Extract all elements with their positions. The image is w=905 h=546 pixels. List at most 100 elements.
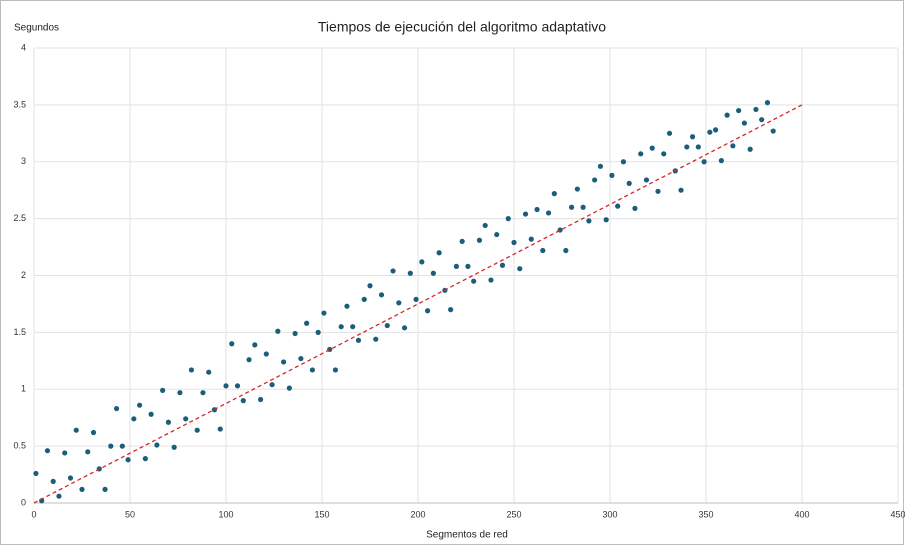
point: [56, 493, 62, 499]
point: [482, 222, 488, 229]
point: [200, 390, 206, 396]
point: [741, 120, 748, 126]
point: [419, 259, 425, 265]
point: [229, 341, 235, 347]
point: [695, 144, 701, 150]
point: [171, 444, 177, 450]
x-tick-label: 0: [31, 509, 36, 519]
point: [661, 151, 667, 157]
point: [770, 128, 776, 134]
y-axis-label: Segundos: [14, 23, 59, 34]
point: [67, 475, 74, 481]
x-tick-label: 100: [218, 509, 233, 519]
point: [378, 292, 385, 298]
point: [188, 367, 195, 373]
point: [465, 263, 471, 269]
point: [33, 470, 39, 477]
point: [332, 367, 339, 373]
y-tick-label: 0: [21, 497, 26, 507]
point: [165, 419, 171, 425]
point: [713, 127, 719, 133]
point: [753, 106, 759, 113]
y-tick-label: 2: [21, 270, 26, 280]
y-tick-label: 0.5: [13, 441, 26, 451]
point: [730, 143, 736, 149]
point: [517, 266, 523, 272]
point: [50, 478, 56, 484]
point: [522, 211, 529, 217]
point: [90, 429, 97, 436]
point: [551, 191, 557, 197]
point: [534, 206, 540, 213]
point: [131, 416, 137, 422]
point: [355, 337, 362, 343]
point: [459, 238, 465, 244]
point: [476, 237, 483, 243]
point: [505, 216, 511, 222]
x-tick-label: 50: [125, 509, 135, 519]
point: [390, 268, 396, 274]
point: [655, 188, 661, 194]
point: [119, 443, 125, 449]
chart-title: Tiempos de ejecución del algoritmo adapt…: [318, 19, 606, 35]
point: [471, 278, 477, 284]
point: [257, 396, 264, 403]
point: [160, 387, 166, 393]
point: [620, 159, 627, 165]
point: [615, 203, 621, 209]
point: [125, 457, 131, 463]
point: [574, 186, 580, 192]
point: [540, 247, 546, 254]
point: [511, 239, 517, 246]
point: [350, 324, 356, 330]
point: [304, 320, 310, 326]
y-tick-label: 4: [21, 42, 26, 52]
point: [586, 218, 592, 224]
point: [701, 159, 707, 165]
point: [430, 270, 436, 276]
point: [666, 130, 673, 136]
point: [678, 187, 684, 193]
point: [137, 402, 143, 408]
point: [367, 283, 373, 289]
point: [73, 427, 79, 433]
point: [292, 330, 298, 337]
point: [177, 390, 183, 396]
point: [217, 426, 223, 432]
x-tick-label: 350: [698, 509, 713, 519]
point: [108, 443, 114, 449]
point: [759, 117, 765, 123]
point: [597, 163, 604, 169]
point: [684, 144, 690, 150]
point: [488, 277, 494, 283]
point: [609, 172, 615, 178]
x-tick-label: 450: [890, 509, 905, 519]
point: [309, 367, 315, 373]
point: [453, 263, 459, 269]
point: [638, 151, 644, 157]
point: [44, 448, 51, 454]
x-tick-label: 400: [794, 509, 809, 519]
point: [234, 383, 241, 389]
point: [649, 145, 655, 151]
x-tick-label: 250: [506, 509, 521, 519]
point: [269, 382, 275, 388]
point: [592, 177, 598, 183]
point: [338, 324, 344, 330]
point: [569, 204, 575, 210]
point: [62, 450, 68, 456]
point: [528, 236, 534, 242]
y-tick-label: 3: [21, 156, 26, 166]
point: [321, 310, 327, 316]
point: [113, 405, 120, 412]
point: [240, 398, 246, 404]
point: [315, 329, 321, 335]
point: [401, 325, 408, 331]
point: [718, 158, 724, 164]
point: [707, 129, 713, 135]
point: [373, 336, 379, 342]
point: [85, 449, 91, 455]
point: [298, 355, 304, 362]
